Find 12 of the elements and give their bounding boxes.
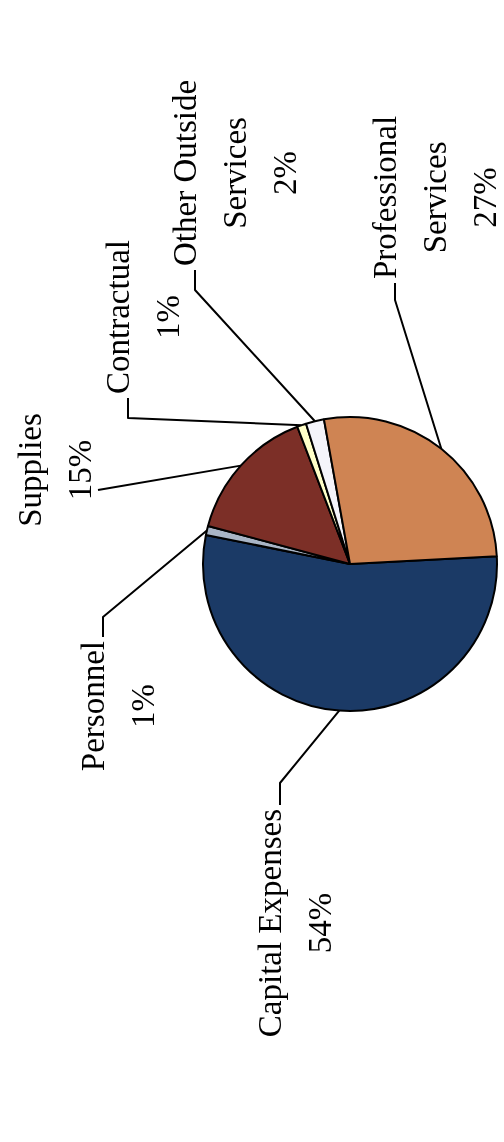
data-label: 2% [266, 150, 303, 195]
data-label: 15% [61, 439, 98, 501]
data-label: 54% [301, 892, 338, 954]
data-label: 1% [124, 684, 161, 729]
data-label: 1% [149, 295, 186, 340]
data-label: 27% [466, 167, 503, 228]
slice-label: Professional Services [366, 115, 453, 279]
slice-label: Contractual [99, 240, 136, 394]
slice-label: Personnel [74, 641, 111, 772]
slice-label: Other Outside Services [166, 79, 253, 266]
slice-label: Supplies [11, 413, 48, 527]
slice-label: Capital Expenses [251, 809, 288, 1038]
